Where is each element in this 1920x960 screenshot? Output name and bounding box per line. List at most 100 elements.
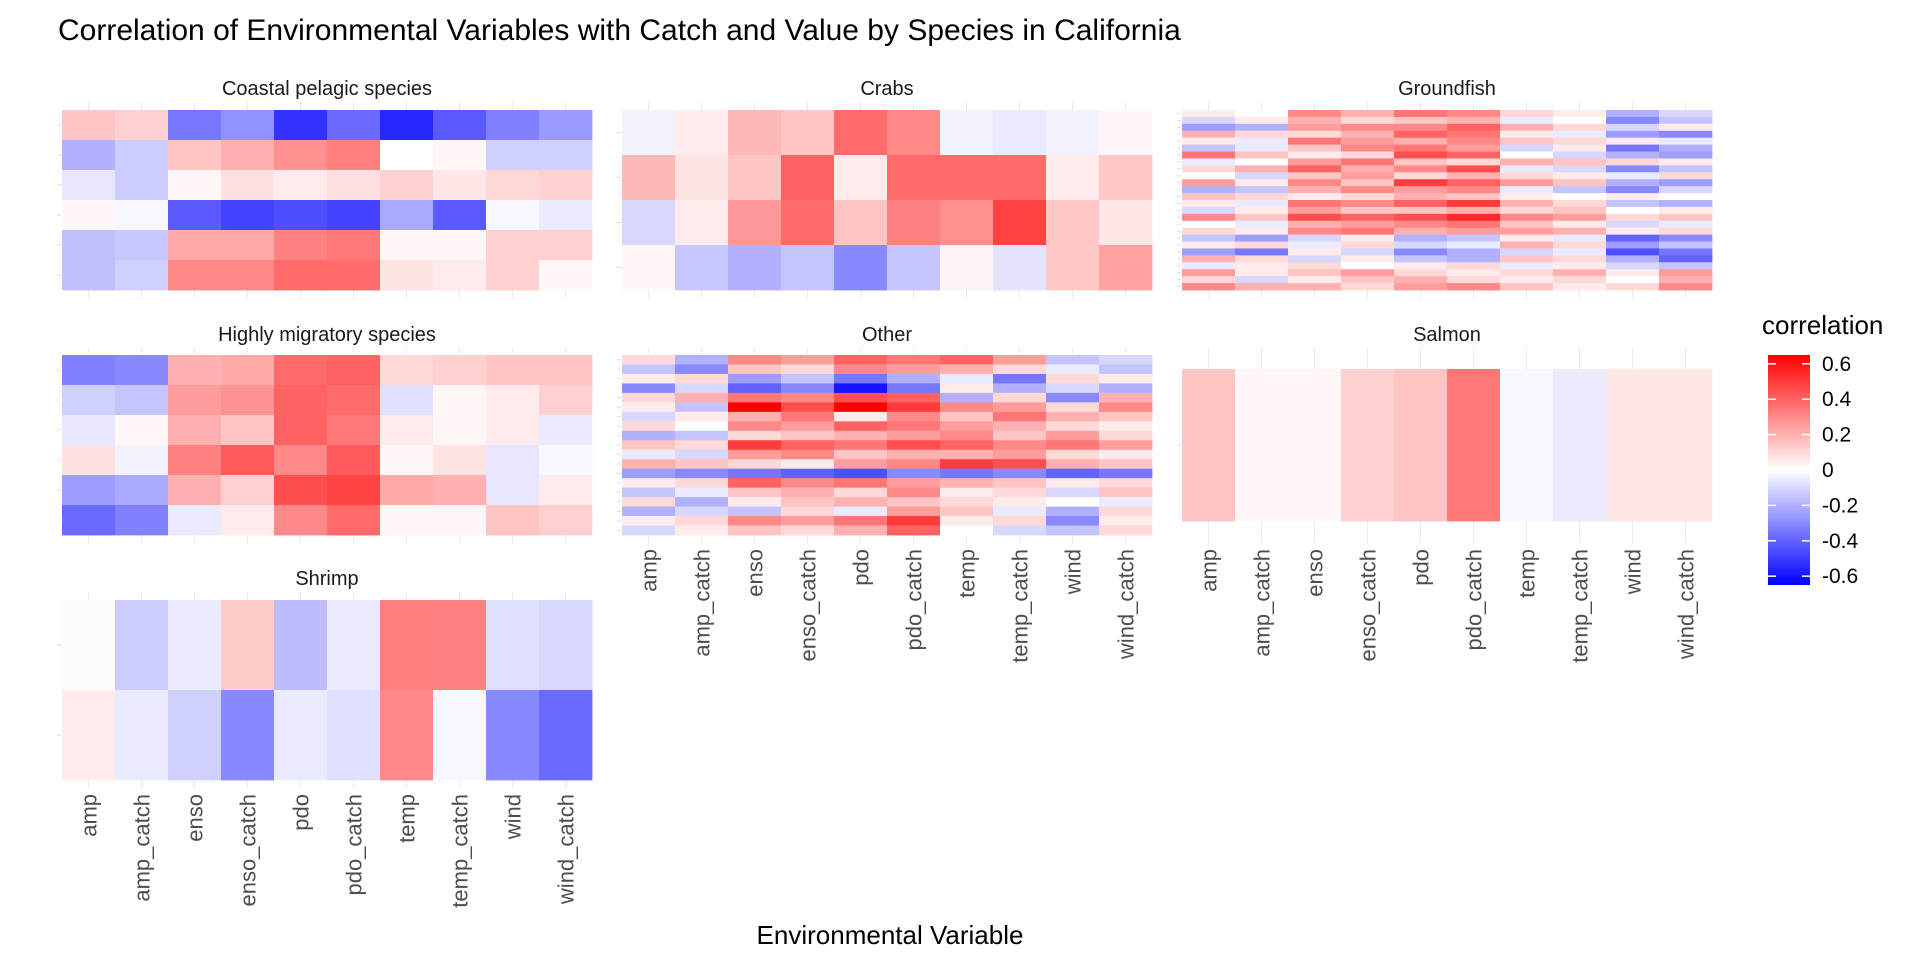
heatmap-cell (940, 459, 994, 470)
heatmap-cell (675, 110, 729, 156)
heatmap-cell (993, 478, 1047, 489)
heatmap-cell (675, 459, 729, 470)
x-tick-label: enso (183, 794, 208, 842)
heatmap-cell (1659, 227, 1713, 236)
heatmap-cell (1447, 369, 1501, 522)
heatmap-cell (728, 155, 782, 201)
heatmap-cell (168, 445, 222, 476)
heatmap-cell (1659, 137, 1713, 146)
heatmap-cell (728, 373, 782, 384)
heatmap-cell (887, 392, 941, 403)
heatmap-cell (1553, 137, 1607, 146)
heatmap-cell (781, 478, 835, 489)
heatmap-cell (1659, 116, 1713, 125)
heatmap-cell (728, 459, 782, 470)
heatmap-cell (1341, 269, 1395, 277)
heatmap-cell (993, 430, 1047, 441)
heatmap-cell (1606, 116, 1660, 125)
heatmap-cell (380, 355, 434, 386)
heatmap-cell (1447, 193, 1501, 201)
heatmap-cell (1235, 158, 1289, 166)
x-tick-label: amp_catch (130, 794, 155, 902)
x-tick-label: enso_catch (1356, 549, 1381, 662)
heatmap-cell (1341, 137, 1395, 146)
heatmap-cell (887, 245, 941, 291)
heatmap-cell (1659, 144, 1713, 152)
heatmap-cell (834, 430, 888, 441)
heatmap-cell (274, 110, 328, 141)
heatmap-cell (1447, 227, 1501, 236)
heatmap-cell (62, 200, 116, 231)
heatmap-cell (1099, 402, 1153, 413)
heatmap-cell (1659, 206, 1713, 215)
heatmap-cell (1288, 269, 1342, 277)
heatmap-cell (781, 155, 835, 201)
heatmap-cell (1447, 220, 1501, 229)
heatmap-cell (1288, 369, 1342, 522)
heatmap-cell (433, 110, 487, 141)
heatmap-cell (1553, 241, 1607, 249)
heatmap-cell (380, 475, 434, 506)
heatmap-cell (1606, 220, 1660, 229)
heatmap-cell (1182, 276, 1236, 284)
heatmap-cell (887, 383, 941, 394)
heatmap-cell (834, 468, 888, 479)
facet-panel: Salmon amp amp_catch enso enso_catch pdo pdo_c… (1177, 324, 1713, 663)
heatmap-cell (834, 497, 888, 507)
heatmap-cell (327, 445, 381, 476)
heatmap-cell (1341, 165, 1395, 173)
heatmap-cell (834, 478, 888, 489)
x-tick-label: wind (501, 794, 526, 840)
heatmap-cell (1606, 186, 1660, 194)
heatmap-cell (887, 440, 941, 451)
heatmap-cell (168, 385, 222, 416)
heatmap-cell (380, 170, 434, 201)
heatmap-cell (781, 440, 835, 451)
heatmap-cell (622, 506, 676, 517)
heatmap-cell (1099, 200, 1153, 246)
heatmap-cell (728, 487, 782, 498)
heatmap-cell (1394, 123, 1448, 132)
heatmap-cell (1606, 130, 1660, 139)
heatmap-cell (1553, 269, 1607, 277)
heatmap-cell (221, 170, 275, 201)
heatmap-cell (1659, 130, 1713, 139)
heatmap-cell (1553, 179, 1607, 187)
heatmap-cell (1394, 227, 1448, 236)
heatmap-cell (1235, 179, 1289, 187)
facet-panel: Groundfish (1177, 78, 1713, 298)
heatmap-cell (62, 260, 116, 291)
heatmap-cell (1606, 110, 1660, 118)
heatmap-cell (433, 690, 487, 781)
heatmap-cell (1099, 506, 1153, 517)
heatmap-cell (675, 421, 729, 432)
heatmap-cell (728, 468, 782, 479)
heatmap-cell (993, 245, 1047, 291)
heatmap-cell (168, 600, 222, 691)
heatmap-cell (1182, 193, 1236, 201)
heatmap-cell (1288, 137, 1342, 146)
heatmap-cell (274, 260, 328, 291)
heatmap-cell (993, 459, 1047, 470)
heatmap-cell (1553, 234, 1607, 242)
heatmap-cell (327, 355, 381, 386)
x-tick-label: wind_catch (554, 794, 579, 905)
heatmap-cell (887, 155, 941, 201)
heatmap-cell (728, 392, 782, 403)
heatmap-cell (274, 415, 328, 446)
heatmap-cell (1553, 220, 1607, 229)
heatmap-cell (1394, 213, 1448, 222)
heatmap-cell (1606, 248, 1660, 256)
heatmap-cell (1553, 165, 1607, 173)
heatmap-cell (1288, 276, 1342, 284)
x-tick-label: enso_catch (796, 549, 821, 662)
heatmap-cell (1099, 525, 1153, 536)
heatmap-cell (1341, 248, 1395, 256)
heatmap-cell (327, 690, 381, 781)
heatmap-cell (1288, 130, 1342, 139)
heatmap-cell (1500, 255, 1554, 263)
heatmap-cell (1099, 449, 1153, 460)
heatmap-cell (1500, 137, 1554, 146)
chart-title: Correlation of Environmental Variables w… (58, 14, 1181, 47)
legend-tick-label: -0.6 (1822, 565, 1858, 588)
